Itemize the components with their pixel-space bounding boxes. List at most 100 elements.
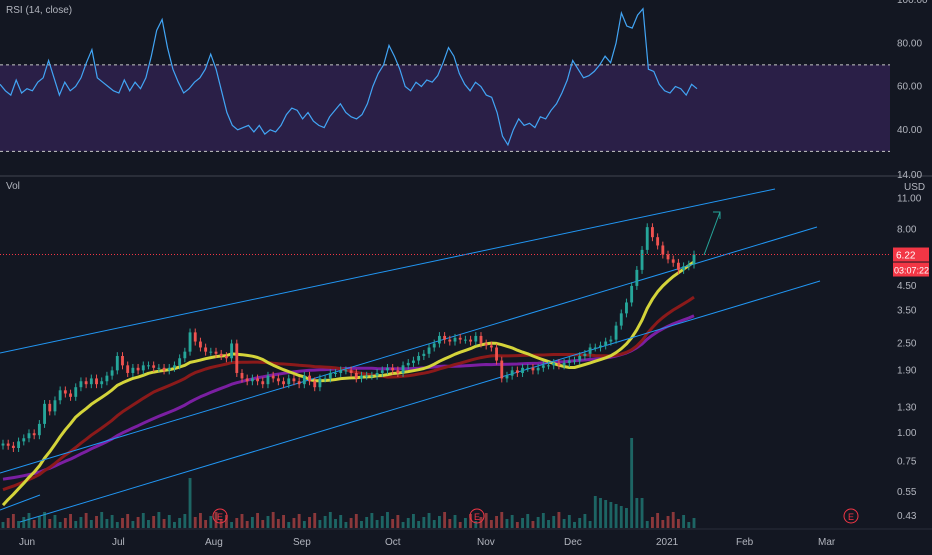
volume-bar — [110, 515, 114, 528]
volume-bar — [115, 522, 119, 528]
volume-bar — [687, 522, 691, 528]
candle-body — [6, 443, 10, 446]
volume-bar — [406, 518, 410, 528]
volume-bar — [178, 518, 182, 528]
candle-body — [204, 347, 208, 352]
price-tick-label: 0.55 — [897, 487, 917, 498]
candle-body — [365, 375, 369, 377]
candle-body — [214, 351, 218, 354]
rsi-tick-label: 60.00 — [897, 82, 922, 93]
volume-bar — [188, 478, 192, 528]
volume-bar — [515, 522, 519, 528]
volume-bar — [27, 513, 31, 528]
volume-bar — [552, 516, 556, 528]
volume-bar — [69, 514, 72, 528]
channel-line — [19, 280, 821, 523]
candle-body — [167, 367, 171, 371]
volume-bar — [640, 498, 644, 528]
candle-body — [95, 378, 98, 385]
candle-body — [500, 360, 504, 379]
candle-body — [188, 332, 192, 352]
rsi-line — [0, 7, 698, 147]
candle-body — [245, 378, 249, 382]
volume-bar — [136, 517, 140, 528]
volume-bar — [297, 514, 301, 528]
candle-body — [63, 390, 67, 394]
x-tick-label: Aug — [205, 537, 223, 548]
volume-bar — [386, 512, 389, 528]
volume-bar — [167, 515, 171, 528]
volume-bar — [100, 512, 104, 528]
volume-bar — [354, 514, 358, 528]
volume-bar — [131, 521, 135, 528]
volume-bar — [567, 515, 571, 528]
price-tick-label: 11.00 — [897, 193, 922, 204]
volume-bar — [391, 519, 395, 528]
candle-body — [178, 358, 182, 366]
volume-bar — [334, 519, 337, 528]
volume-bar — [495, 516, 499, 528]
candle-body — [235, 343, 239, 373]
candle-body — [141, 365, 145, 371]
candle-body — [656, 237, 660, 246]
price-tick-label: 1.30 — [897, 403, 917, 414]
candle-body — [386, 367, 389, 371]
rsi-tick-label: 100.00 — [897, 0, 928, 6]
volume-bar — [489, 520, 493, 528]
volume-bar — [152, 516, 156, 528]
volume-bar — [349, 518, 353, 528]
volume-bar — [557, 512, 561, 528]
volume-bar — [666, 516, 670, 528]
volume-bar — [105, 519, 109, 528]
candle-body — [230, 343, 234, 359]
ma-slow-line — [2, 314, 695, 481]
volume-bar — [656, 513, 660, 528]
x-tick-label: Mar — [818, 537, 836, 548]
candle-body — [406, 362, 410, 366]
volume-bar — [396, 515, 400, 528]
volume-bar — [531, 521, 535, 528]
volume-bar — [183, 514, 187, 528]
volume-bar — [432, 520, 436, 528]
candle-body — [489, 345, 493, 348]
channel-line — [0, 226, 818, 474]
volume-bar — [671, 512, 675, 528]
currency-label: USD — [904, 182, 925, 193]
volume-bar — [453, 515, 457, 528]
volume-bar — [209, 516, 213, 528]
volume-bar — [536, 517, 540, 528]
volume-bar — [313, 513, 317, 528]
candle-body — [463, 339, 467, 341]
candle-body — [562, 362, 566, 366]
x-tick-label: Dec — [564, 537, 582, 548]
volume-bar — [547, 520, 550, 528]
candle-body — [266, 375, 270, 385]
volume-bar — [121, 518, 124, 528]
price-tick-label: 0.43 — [897, 511, 917, 522]
candle-body — [43, 403, 46, 424]
x-tick-label: Sep — [293, 537, 311, 548]
candle-body — [531, 367, 535, 371]
candle-body — [401, 365, 405, 373]
candle-body — [593, 347, 597, 349]
volume-bar — [37, 516, 41, 528]
volume-bar — [370, 513, 374, 528]
candle-body — [645, 227, 649, 250]
volume-bar — [323, 516, 327, 528]
candle-body — [1, 443, 5, 446]
earnings-marker-label: E — [217, 512, 223, 522]
candle-body — [261, 381, 265, 385]
candle-body — [349, 370, 353, 373]
volume-bar — [308, 517, 311, 528]
candle-body — [100, 381, 104, 385]
candle-body — [224, 356, 228, 359]
volume-bar — [173, 522, 176, 528]
volume-bar — [521, 518, 524, 528]
candle-body — [297, 381, 301, 385]
candle-body — [567, 360, 571, 363]
ma-mid-line — [2, 295, 695, 492]
channel-line — [0, 188, 776, 354]
x-tick-label: Jun — [19, 537, 35, 548]
volume-bar — [79, 517, 83, 528]
candle-body — [308, 375, 311, 382]
